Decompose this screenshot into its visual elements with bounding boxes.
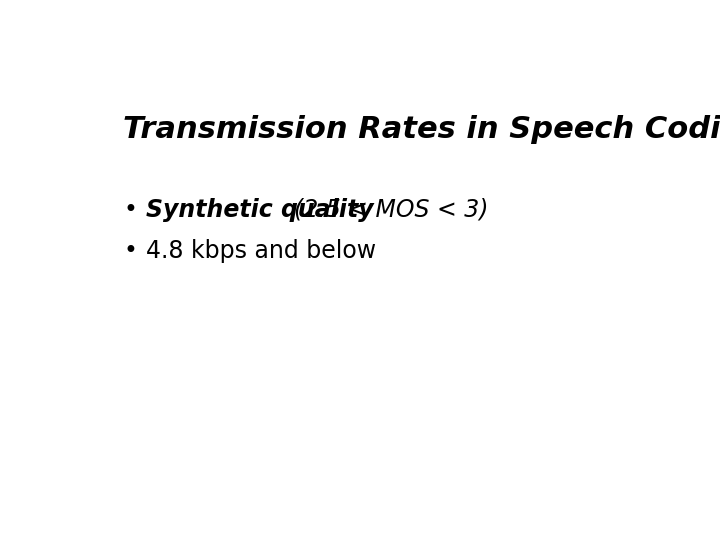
Text: Synthetic quality: Synthetic quality [145,198,382,222]
Text: Transmission Rates in Speech Coding: Transmission Rates in Speech Coding [124,114,720,144]
Text: 4.8 kbps and below: 4.8 kbps and below [145,239,376,264]
Text: •: • [124,198,138,222]
Text: •: • [124,239,138,264]
Text: (2.5 < MOS < 3): (2.5 < MOS < 3) [294,198,488,222]
